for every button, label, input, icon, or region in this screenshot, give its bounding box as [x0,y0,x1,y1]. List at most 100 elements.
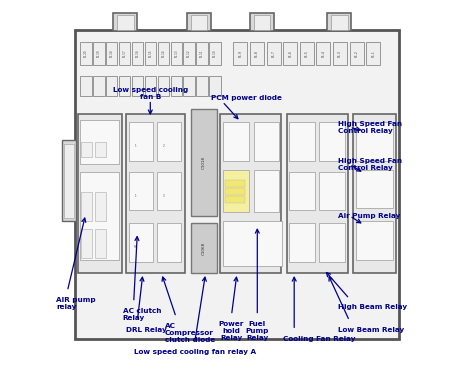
Bar [316,42,330,65]
Bar [129,122,153,161]
Bar [225,180,246,187]
Bar [349,42,364,65]
Text: DRL Relay: DRL Relay [126,327,167,332]
Bar [225,188,246,195]
Text: R7: R7 [133,245,137,249]
Bar [80,42,91,65]
Bar [157,223,181,262]
Bar [328,13,351,31]
Bar [250,42,264,65]
Text: 3: 3 [162,194,164,197]
Bar [331,15,348,30]
Bar [132,42,143,65]
Text: Low Beam Relay: Low Beam Relay [338,327,405,332]
Text: Fuel
Pump
Relay: Fuel Pump Relay [246,321,269,341]
Text: F1.6: F1.6 [288,50,292,57]
Bar [266,42,281,65]
Text: C1068: C1068 [202,242,206,255]
Text: F1.12: F1.12 [187,50,191,57]
Bar [191,109,217,216]
Bar [145,42,156,65]
Bar [319,172,345,210]
Text: C1018: C1018 [202,156,206,169]
Bar [187,13,211,31]
Bar [158,42,169,65]
Text: F1.17: F1.17 [123,50,127,57]
Bar [287,114,348,273]
Bar [81,142,92,157]
Bar [223,170,249,212]
Bar [93,42,105,65]
Text: AC clutch
Relay: AC clutch Relay [123,308,161,321]
Text: F1.10: F1.10 [213,50,217,57]
Text: PCM power diode: PCM power diode [211,96,282,101]
Bar [283,42,297,65]
Bar [319,122,345,161]
Bar [254,122,280,161]
Bar [113,13,137,31]
Text: F1.4: F1.4 [321,50,325,57]
Bar [117,15,134,30]
Bar [157,172,181,210]
Bar [290,223,315,262]
Text: 1: 1 [134,144,136,148]
Bar [119,76,130,96]
Text: High Speed Fan
Control Relay: High Speed Fan Control Relay [338,158,402,171]
Bar [356,122,393,161]
Bar [223,122,249,161]
Text: F1.19: F1.19 [97,50,101,57]
Bar [95,142,106,157]
Text: Cooling Fan Relay: Cooling Fan Relay [283,336,356,342]
Bar [183,42,195,65]
Bar [191,15,208,30]
Bar [158,76,169,96]
Text: F1.15: F1.15 [148,50,153,57]
Bar [210,42,221,65]
Text: F1.5: F1.5 [305,50,309,57]
Bar [300,42,314,65]
Text: F1.18: F1.18 [109,50,114,57]
Text: Low speed cooling fan relay A: Low speed cooling fan relay A [134,349,255,355]
Bar [132,76,143,96]
Bar [250,13,274,31]
Bar [157,122,181,161]
Bar [80,172,119,260]
Bar [254,15,270,30]
Bar [129,172,153,210]
Text: F1.16: F1.16 [136,50,139,57]
Text: F1.20: F1.20 [84,50,88,57]
Bar [145,76,156,96]
Text: Air Pump Relay: Air Pump Relay [338,213,401,219]
Text: F1.13: F1.13 [174,50,178,57]
Bar [366,42,380,65]
Bar [183,76,195,96]
Text: AC
Compressor
clutch diode: AC Compressor clutch diode [165,323,215,343]
Text: High Speed Fan
Control Relay: High Speed Fan Control Relay [338,121,402,134]
Bar [196,76,208,96]
Bar [126,114,185,273]
Bar [81,192,92,221]
Text: F1.9: F1.9 [238,50,242,57]
Bar [106,42,118,65]
Text: F1.8: F1.8 [255,50,259,57]
Bar [74,30,400,339]
Bar [64,144,74,218]
Text: F1.11: F1.11 [200,50,204,57]
Bar [171,76,182,96]
Text: F1.14: F1.14 [161,50,165,57]
Bar [78,114,122,273]
Bar [93,76,105,96]
Bar [95,192,106,221]
Bar [290,122,315,161]
Bar [81,229,92,258]
Bar [62,140,76,221]
Bar [353,114,396,273]
Bar [80,120,119,164]
Bar [220,114,281,273]
Text: F1.2: F1.2 [355,50,358,57]
Bar [95,229,106,258]
Bar [290,172,315,210]
Bar [191,223,217,273]
Bar [333,42,347,65]
Bar [80,76,91,96]
